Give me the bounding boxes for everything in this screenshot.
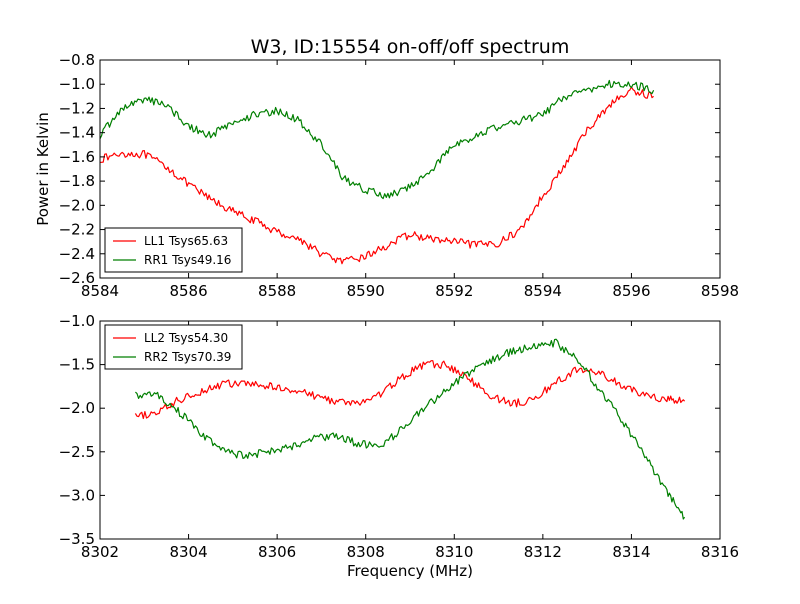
y-tick-label: −1.0 [59,75,95,93]
series-line-rr2 [134,338,686,520]
x-tick-label: 8596 [612,282,650,300]
x-tick-label: 8590 [347,282,385,300]
legend-entry: RR2 Tsys70.39 [144,350,231,364]
y-axis-label: Power in Kelvin [34,112,52,226]
y-tick-label: −0.8 [59,51,95,69]
legend: LL1 Tsys65.63 RR1 Tsys49.16 [104,227,243,273]
x-tick-label: 8312 [524,543,562,561]
x-axis-label: Frequency (MHz) [347,562,473,580]
y-tick-label: −2.0 [59,399,95,417]
x-tick-label: 8586 [169,282,207,300]
y-tick-label: −1.8 [59,172,95,190]
x-tick-label: 8592 [435,282,473,300]
y-tick-label: −1.0 [59,312,95,330]
x-tick-label: 8308 [347,543,385,561]
chart-title: W3, ID:15554 on-off/off spectrum [251,36,570,58]
x-tick-label: 8302 [81,543,119,561]
y-tick-label: −1.5 [59,356,95,374]
x-tick-label: 8316 [701,543,739,561]
y-tick-label: −1.4 [59,124,95,142]
plot-frame [99,59,721,279]
x-tick-label: 8584 [81,282,119,300]
series-line-rr1 [100,79,655,200]
x-tick-label: 8304 [169,543,207,561]
x-tick-label: 8588 [258,282,296,300]
y-tick-label: −2.0 [59,196,95,214]
y-tick-label: −1.2 [59,99,95,117]
x-tick-label: 8306 [258,543,296,561]
legend-entry: RR1 Tsys49.16 [144,253,231,267]
x-tick-label: 8594 [524,282,562,300]
plot-frame [99,320,721,540]
legend-entry: LL1 Tsys65.63 [144,234,228,248]
top-panel: W3, ID:15554 on-off/off spectrum Power i… [34,36,739,300]
x-tick-label: 8310 [435,543,473,561]
y-tick-label: −2.6 [59,269,95,287]
legend-box [104,324,243,370]
series-line-ll1 [100,86,654,265]
legend-box [104,227,243,273]
y-tick-label: −2.2 [59,221,95,239]
legend: LL2 Tsys54.30 RR2 Tsys70.39 [104,324,243,370]
y-tick-label: −2.4 [59,245,95,263]
y-tick-label: −1.6 [59,148,95,166]
y-tick-label: −3.0 [59,486,95,504]
y-tick-label: −3.5 [59,530,95,548]
legend-entry: LL2 Tsys54.30 [144,331,228,345]
x-tick-label: 8314 [612,543,650,561]
series-line-ll2 [134,360,686,420]
y-tick-label: −2.5 [59,443,95,461]
x-tick-label: 8598 [701,282,739,300]
bottom-panel: Frequency (MHz) 8302 8304 8306 8308 8310 8312… [59,312,740,580]
